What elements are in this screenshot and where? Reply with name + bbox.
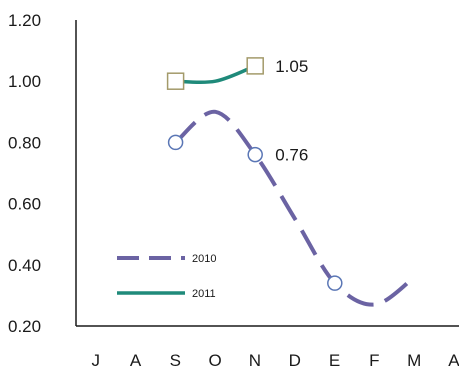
chart-axes (75, 20, 459, 327)
x-tick-label: F (369, 351, 380, 370)
markers-layer (166, 57, 343, 291)
x-tick-label: S (170, 351, 182, 370)
x-tick-label: A (448, 351, 459, 370)
chart-legend: 2010 2011 (117, 253, 216, 300)
data-point-2011 (246, 57, 264, 75)
y-tick-label: 1.20 (8, 11, 41, 30)
y-axis-ticks: 0.20 0.40 0.60 0.80 1.00 1.20 (8, 11, 41, 336)
y-tick-label: 0.80 (8, 133, 41, 152)
y-tick-label: 0.40 (8, 256, 41, 275)
y-tick-label: 0.60 (8, 195, 41, 214)
annotations-layer: 1.05 0.76 (275, 57, 308, 165)
y-tick-label: 1.00 (8, 72, 41, 91)
x-tick-label: O (209, 351, 223, 370)
series-layer (174, 64, 416, 307)
data-point-2010 (247, 146, 263, 163)
data-point-2010 (327, 275, 343, 291)
data-label: 1.05 (275, 57, 308, 76)
series-line-2010 (174, 109, 416, 307)
data-point-2011 (166, 72, 185, 90)
legend-label: 2010 (192, 253, 216, 265)
data-label: 0.76 (275, 146, 308, 165)
x-tick-label: E (329, 351, 341, 370)
y-tick-label: 0.20 (8, 317, 41, 336)
x-tick-label: J (92, 351, 101, 370)
x-tick-label: D (289, 351, 302, 370)
legend-label: 2011 (192, 288, 216, 300)
x-tick-label: M (407, 351, 422, 370)
series-line-2011 (175, 64, 256, 85)
x-tick-label: A (130, 351, 142, 370)
data-point-2010 (167, 134, 184, 151)
x-tick-label: N (249, 351, 262, 370)
